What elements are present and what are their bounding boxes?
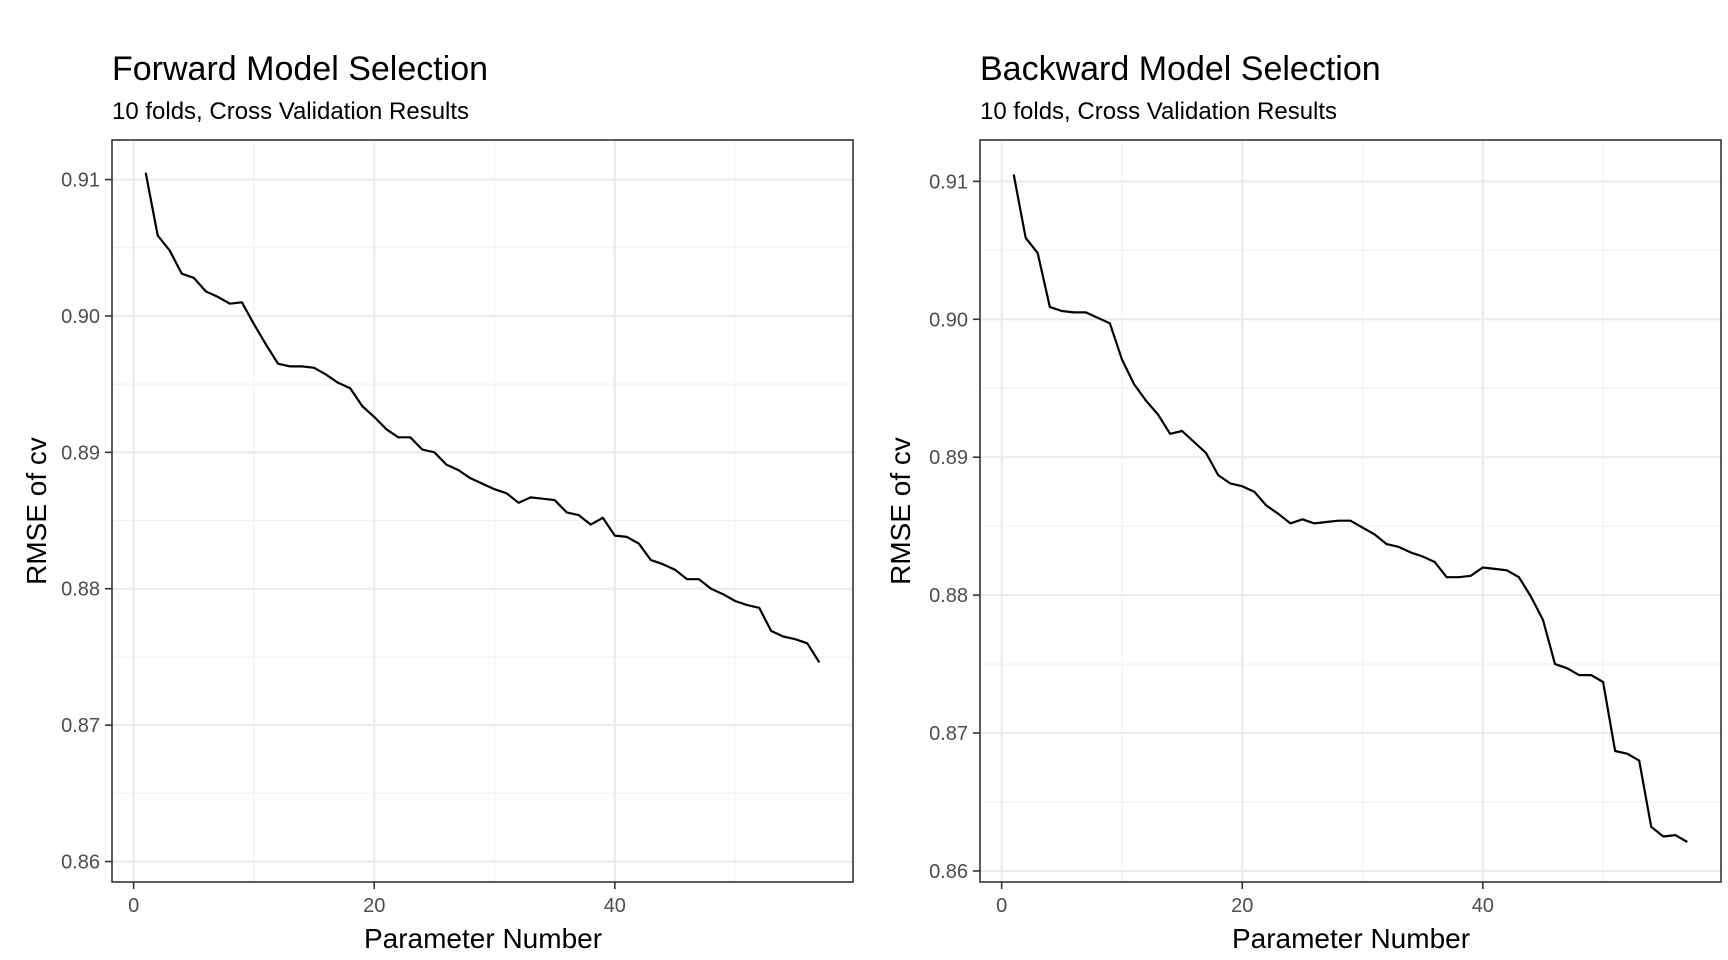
y-tick-label: 0.90: [61, 306, 100, 328]
plot-background: [112, 140, 853, 882]
x-tick-label: 40: [604, 895, 626, 917]
y-tick-label: 0.91: [61, 170, 100, 192]
series-line: [144, 172, 821, 663]
plot-border: [111, 139, 854, 883]
x-tick-label: 20: [363, 895, 385, 917]
chart-subtitle: 10 folds, Cross Validation Results: [112, 98, 470, 125]
y-tick-label: 0.88: [929, 585, 968, 607]
y-tick-label: 0.86: [61, 852, 100, 874]
x-axis-title: Parameter Number: [364, 923, 602, 954]
chart-title: Forward Model Selection: [112, 50, 489, 88]
y-tick-label: 0.90: [929, 309, 968, 331]
forward-selection-panel: Forward Model Selection 10 folds, Cross …: [21, 50, 854, 954]
y-tick-label: 0.88: [61, 579, 100, 601]
y-tick-label: 0.91: [929, 171, 968, 193]
x-tick-label: 0: [996, 895, 1007, 917]
chart-subtitle: 10 folds, Cross Validation Results: [980, 98, 1338, 125]
plot-border: [979, 139, 1722, 883]
x-tick-label: 0: [128, 895, 139, 917]
x-tick-label: 40: [1472, 895, 1494, 917]
backward-selection-panel: Backward Model Selection 10 folds, Cross…: [864, 0, 1728, 960]
y-axis-title: RMSE of cv: [21, 437, 52, 585]
y-tick-label: 0.87: [61, 715, 100, 737]
y-tick-label: 0.86: [929, 861, 968, 883]
chart-title: Backward Model Selection: [980, 50, 1381, 88]
series-line: [1012, 174, 1688, 843]
y-axis-title: RMSE of cv: [885, 437, 916, 585]
backward-selection-plot: 0 20 40 0.86 0.87 0.88 0.89 0.90 0.91 Parameter N…: [885, 139, 1722, 954]
x-tick-label: 20: [1231, 895, 1253, 917]
forward-selection-plot: 0 20 40 0.86 0.87 0.88 0.89 0.90 0.91 Parameter N…: [21, 139, 854, 954]
y-tick-label: 0.89: [61, 442, 100, 464]
y-tick-label: 0.89: [929, 447, 968, 469]
x-axis-title: Parameter Number: [1232, 923, 1470, 954]
plot-background: [980, 140, 1721, 882]
y-tick-label: 0.87: [929, 723, 968, 745]
